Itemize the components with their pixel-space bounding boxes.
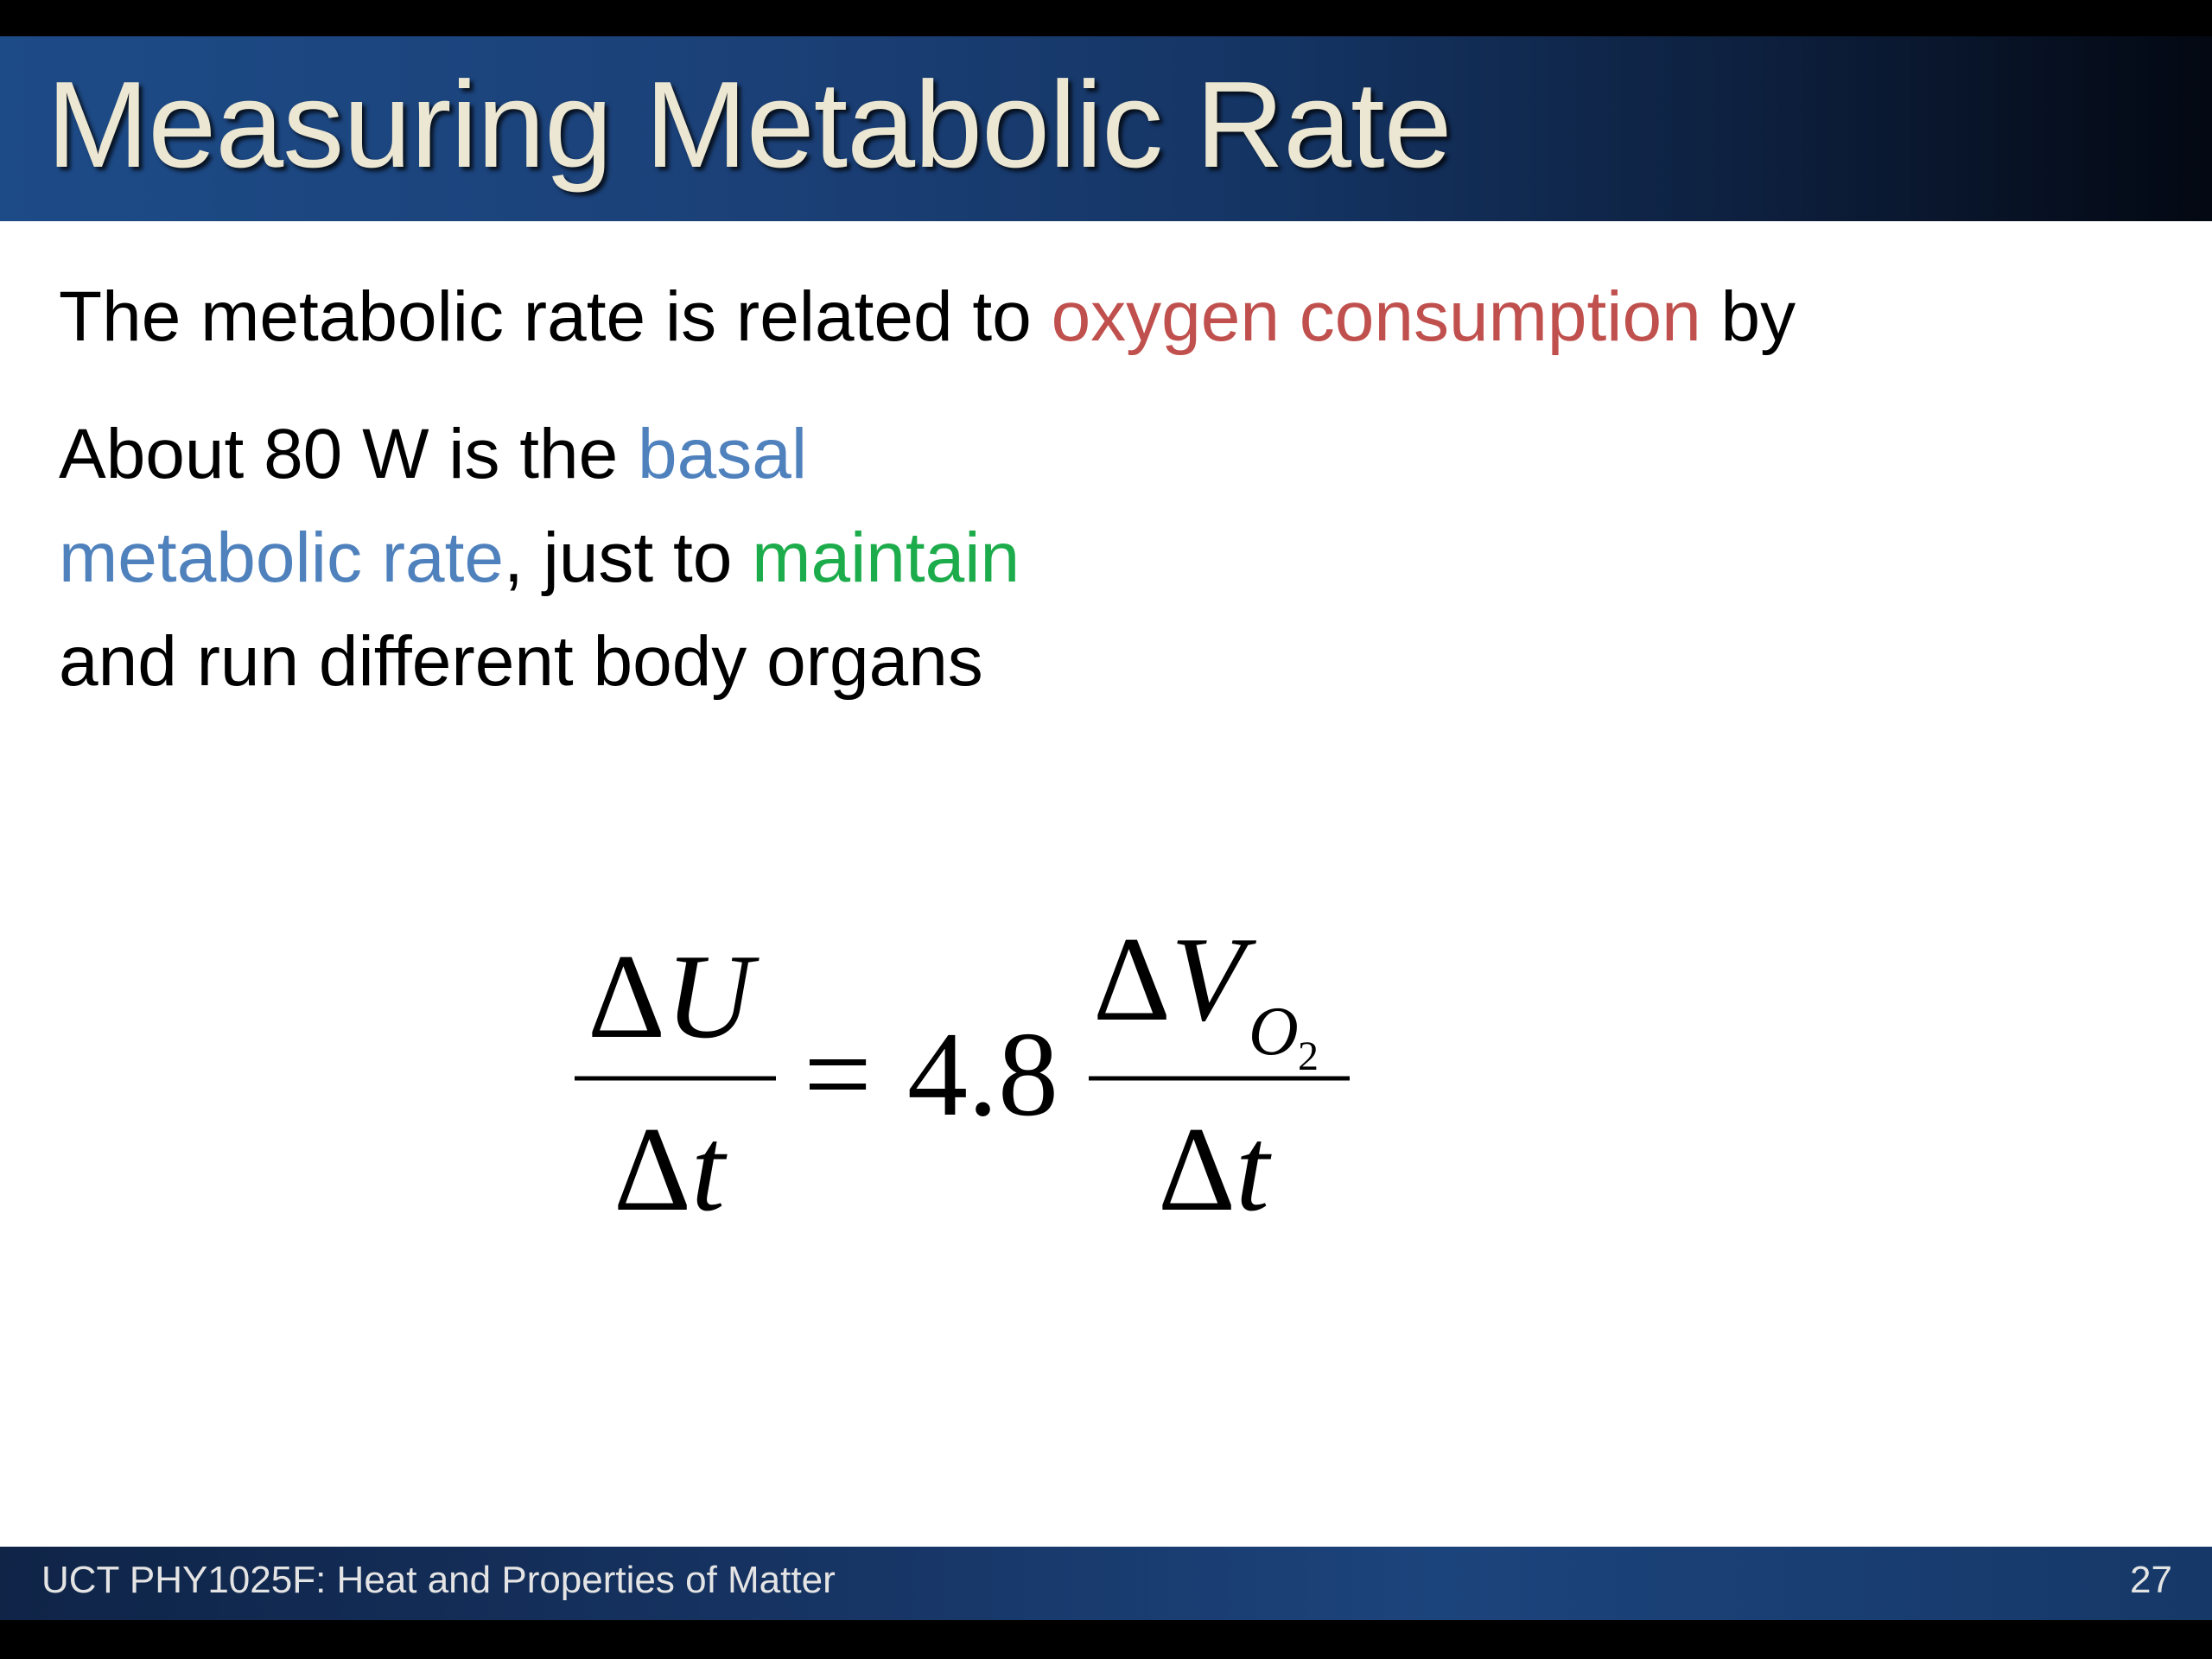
- delta-symbol: Δ: [588, 930, 665, 1064]
- var-t: t: [691, 1103, 728, 1236]
- paragraph-line: metabolic rate, just to maintain: [59, 506, 1020, 610]
- delta-symbol: Δ: [1093, 912, 1171, 1046]
- footer-course-title: UCT PHY1025F: Heat and Properties of Mat…: [41, 1559, 836, 1601]
- rhs-numerator: ΔV: [1093, 912, 1256, 1046]
- var-u: U: [665, 930, 760, 1064]
- paragraph-line: About 80 W is the basal: [59, 403, 1020, 506]
- highlight-metabolic-rate: metabolic rate: [59, 518, 505, 597]
- text-segment: by: [1700, 277, 1796, 356]
- var-t: t: [1236, 1103, 1272, 1236]
- highlight-basal: basal: [638, 415, 808, 493]
- title-bar: Measuring Metabolic Rate: [0, 36, 2212, 221]
- highlight-oxygen-consumption: oxygen consumption: [1051, 277, 1701, 356]
- subscript-index: 2: [1298, 1033, 1319, 1079]
- footer: UCT PHY1025F: Heat and Properties of Mat…: [0, 1547, 2212, 1659]
- lhs-denominator: Δt: [613, 1103, 728, 1236]
- var-v: V: [1171, 912, 1256, 1046]
- slide-number: 27: [2130, 1559, 2172, 1601]
- text-segment: About 80 W is the: [59, 415, 639, 493]
- delta-symbol: Δ: [1158, 1103, 1236, 1236]
- delta-symbol: Δ: [613, 1103, 691, 1236]
- paragraph-line: and run different body organs: [59, 610, 1020, 714]
- coefficient: 4.8: [907, 1007, 1058, 1141]
- metabolic-rate-equation: ΔU Δt = 4.8 ΔV O 2 Δt: [575, 912, 1350, 1236]
- body-paragraph-basal: About 80 W is the basal metabolic rate, …: [59, 403, 1020, 714]
- highlight-maintain: maintain: [752, 518, 1020, 597]
- text-segment: , just to: [504, 518, 753, 597]
- top-border: [0, 0, 2212, 36]
- body-line-oxygen: The metabolic rate is related to oxygen …: [59, 275, 1796, 359]
- text-segment: and run different body organs: [59, 622, 983, 701]
- rhs-denominator: Δt: [1158, 1103, 1272, 1236]
- lhs-numerator: ΔU: [588, 930, 760, 1064]
- equals-sign: =: [804, 1007, 872, 1141]
- text-segment: The metabolic rate is related to: [59, 277, 1052, 356]
- footer-bar: UCT PHY1025F: Heat and Properties of Mat…: [0, 1547, 2212, 1620]
- subscript-o: O: [1249, 994, 1299, 1070]
- slide-title: Measuring Metabolic Rate: [47, 56, 1452, 194]
